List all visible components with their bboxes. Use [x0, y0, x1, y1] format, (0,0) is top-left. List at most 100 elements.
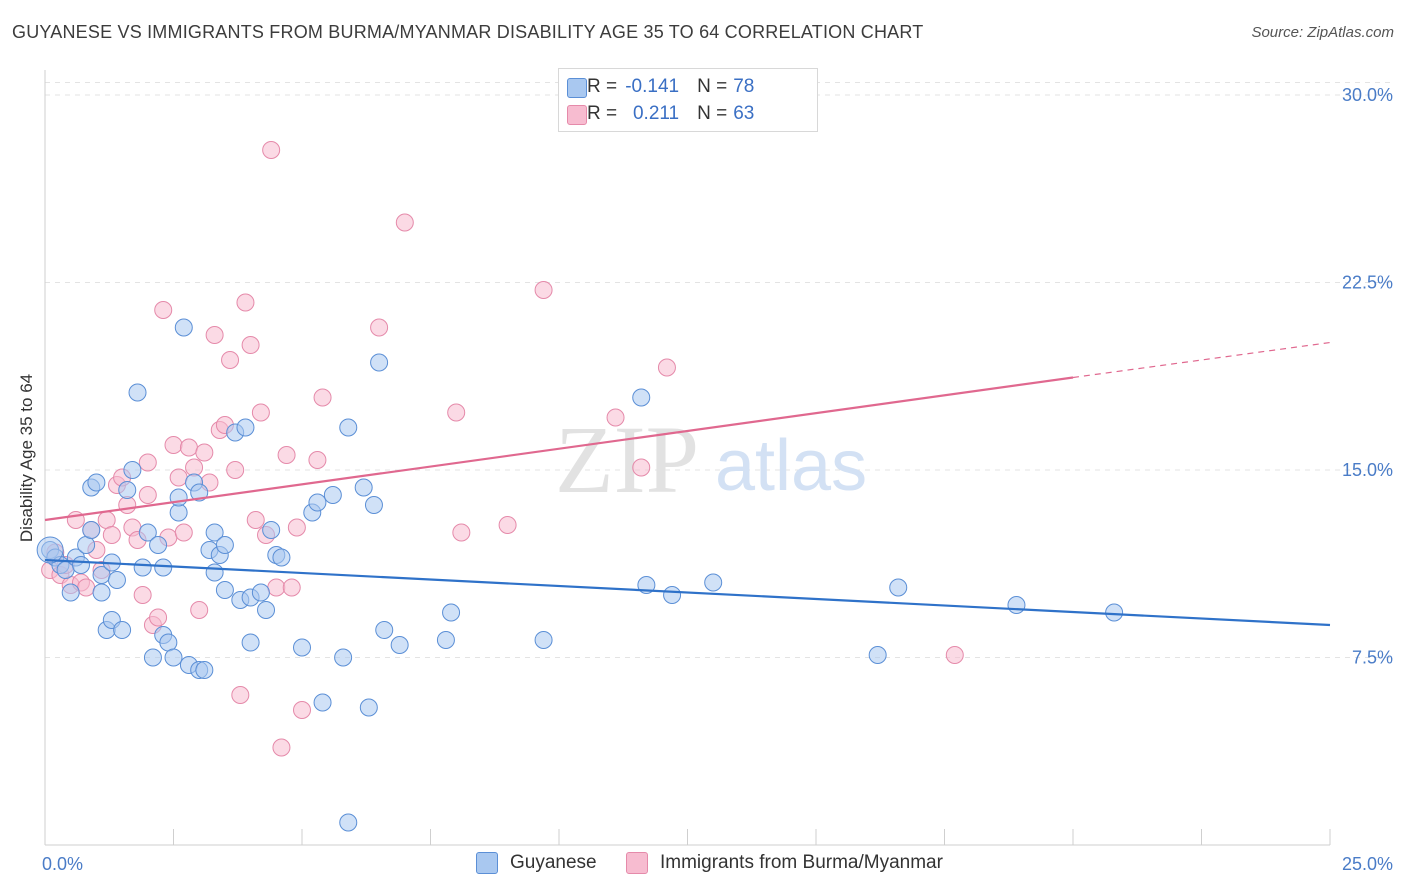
- burma-point: [185, 458, 204, 477]
- guyanese-point: [359, 698, 378, 717]
- watermark-atlas: atlas: [715, 426, 867, 506]
- burma-point: [97, 511, 116, 529]
- guyanese-point: [205, 563, 224, 582]
- watermark-zip: ZIP: [555, 406, 699, 513]
- guyanese-point: [169, 503, 188, 522]
- burma-point: [174, 523, 193, 542]
- legend-r-label: R =: [587, 76, 618, 97]
- legend-swatch-blue: [567, 78, 587, 98]
- guyanese-point: [339, 418, 358, 437]
- legend-r-label: R =: [587, 103, 618, 124]
- guyanese-point: [61, 583, 80, 602]
- burma-point: [498, 516, 517, 534]
- guyanese-point: [133, 558, 152, 577]
- legend-n-value: 63: [733, 103, 755, 124]
- guyanese-point: [323, 486, 342, 504]
- guyanese-point: [159, 633, 178, 652]
- y-tick-labels: 7.5% 15.0% 22.5% 30.0%: [1342, 85, 1393, 668]
- series-legend: Guyanese Immigrants from Burma/Myanmar: [0, 852, 1406, 878]
- legend-row-burma: R = 0.211 N = 63: [567, 101, 755, 127]
- burma-point: [606, 408, 625, 427]
- guyanese-point: [82, 521, 101, 539]
- guyanese-point: [190, 483, 209, 502]
- burma-point: [246, 511, 265, 529]
- guyanese-point: [195, 661, 214, 679]
- burma-point: [164, 436, 183, 454]
- burma-point: [205, 326, 224, 344]
- burma-point: [287, 518, 306, 537]
- burma-point: [534, 281, 553, 299]
- guyanese-point: [205, 523, 224, 542]
- y-tick-label: 7.5%: [1352, 648, 1393, 668]
- burma-point: [945, 646, 964, 664]
- guyanese-point: [138, 523, 157, 542]
- chart-title: GUYANESE VS IMMIGRANTS FROM BURMA/MYANMA…: [12, 22, 924, 42]
- guyanese-point: [143, 648, 162, 667]
- guyanese-point: [262, 521, 281, 539]
- guyanese-point: [107, 571, 126, 589]
- trend-lines: [44, 341, 1331, 627]
- guyanese-point: [113, 621, 132, 639]
- burma-point: [154, 301, 173, 319]
- source-label: Source: ZipAtlas.com: [1251, 24, 1394, 41]
- burma-point: [236, 293, 255, 312]
- guyanese-point: [663, 586, 682, 604]
- guyanese-trend-line: [44, 558, 1331, 627]
- burma-point: [149, 608, 168, 627]
- burma-point: [133, 586, 152, 604]
- guyanese-point: [293, 638, 311, 657]
- guyanese-point: [77, 536, 96, 554]
- guyanese-point: [436, 631, 455, 649]
- guyanese-point: [308, 493, 327, 512]
- burma-point: [272, 738, 291, 757]
- guyanese-point: [354, 478, 373, 497]
- guyanese-point: [87, 473, 106, 492]
- legend-label-burma: Immigrants from Burma/Myanmar: [660, 852, 943, 873]
- guyanese-point: [123, 461, 142, 479]
- stats-legend: R = -0.141 N = 78 R = 0.211 N = 63: [558, 68, 818, 132]
- guyanese-point: [92, 583, 111, 602]
- guyanese-point: [118, 481, 137, 499]
- guyanese-point: [149, 536, 168, 554]
- guyanese-point: [334, 648, 353, 667]
- burma-point: [267, 578, 286, 597]
- guyanese-point: [215, 581, 234, 599]
- guyanese-point: [169, 488, 188, 507]
- guyanese-point: [164, 648, 183, 667]
- guyanese-point: [632, 388, 651, 407]
- burma-point: [632, 458, 651, 477]
- legend-r-value: 0.211: [632, 103, 680, 124]
- burma-point: [138, 453, 157, 472]
- burma-point: [77, 578, 96, 597]
- burma-point: [262, 141, 281, 159]
- legend-item-burma: Immigrants from Burma/Myanmar: [626, 852, 943, 874]
- guyanese-point: [868, 646, 887, 664]
- x-tick-label: 0.0%: [42, 854, 83, 874]
- burma-trend-extension: [1072, 341, 1331, 379]
- legend-row-guyanese: R = -0.141 N = 78: [567, 74, 754, 100]
- watermark: ZIP atlas: [555, 406, 867, 513]
- burma-point: [221, 351, 240, 369]
- guyanese-point: [534, 631, 553, 649]
- y-tick-label: 22.5%: [1342, 273, 1393, 293]
- guyanese-point: [1105, 603, 1124, 622]
- guyanese-point: [364, 496, 383, 514]
- guyanese-point: [251, 583, 270, 602]
- guyanese-point: [257, 601, 276, 619]
- guyanese-point: [36, 536, 64, 564]
- burma-point: [395, 213, 414, 232]
- burma-point: [138, 486, 157, 504]
- guyanese-point: [889, 578, 908, 597]
- burma-point: [447, 403, 466, 422]
- legend-swatch-blue: [476, 852, 498, 874]
- y-axis-label: Disability Age 35 to 64: [17, 374, 36, 542]
- legend-item-guyanese: Guyanese: [476, 852, 597, 874]
- y-tick-label: 30.0%: [1342, 85, 1393, 105]
- guyanese-point: [174, 318, 193, 337]
- burma-point: [179, 438, 198, 457]
- guyanese-point: [154, 558, 173, 577]
- burma-point: [452, 523, 471, 542]
- guyanese-point: [272, 548, 291, 567]
- legend-r-value: -0.141: [625, 76, 680, 97]
- burma-point: [226, 461, 245, 479]
